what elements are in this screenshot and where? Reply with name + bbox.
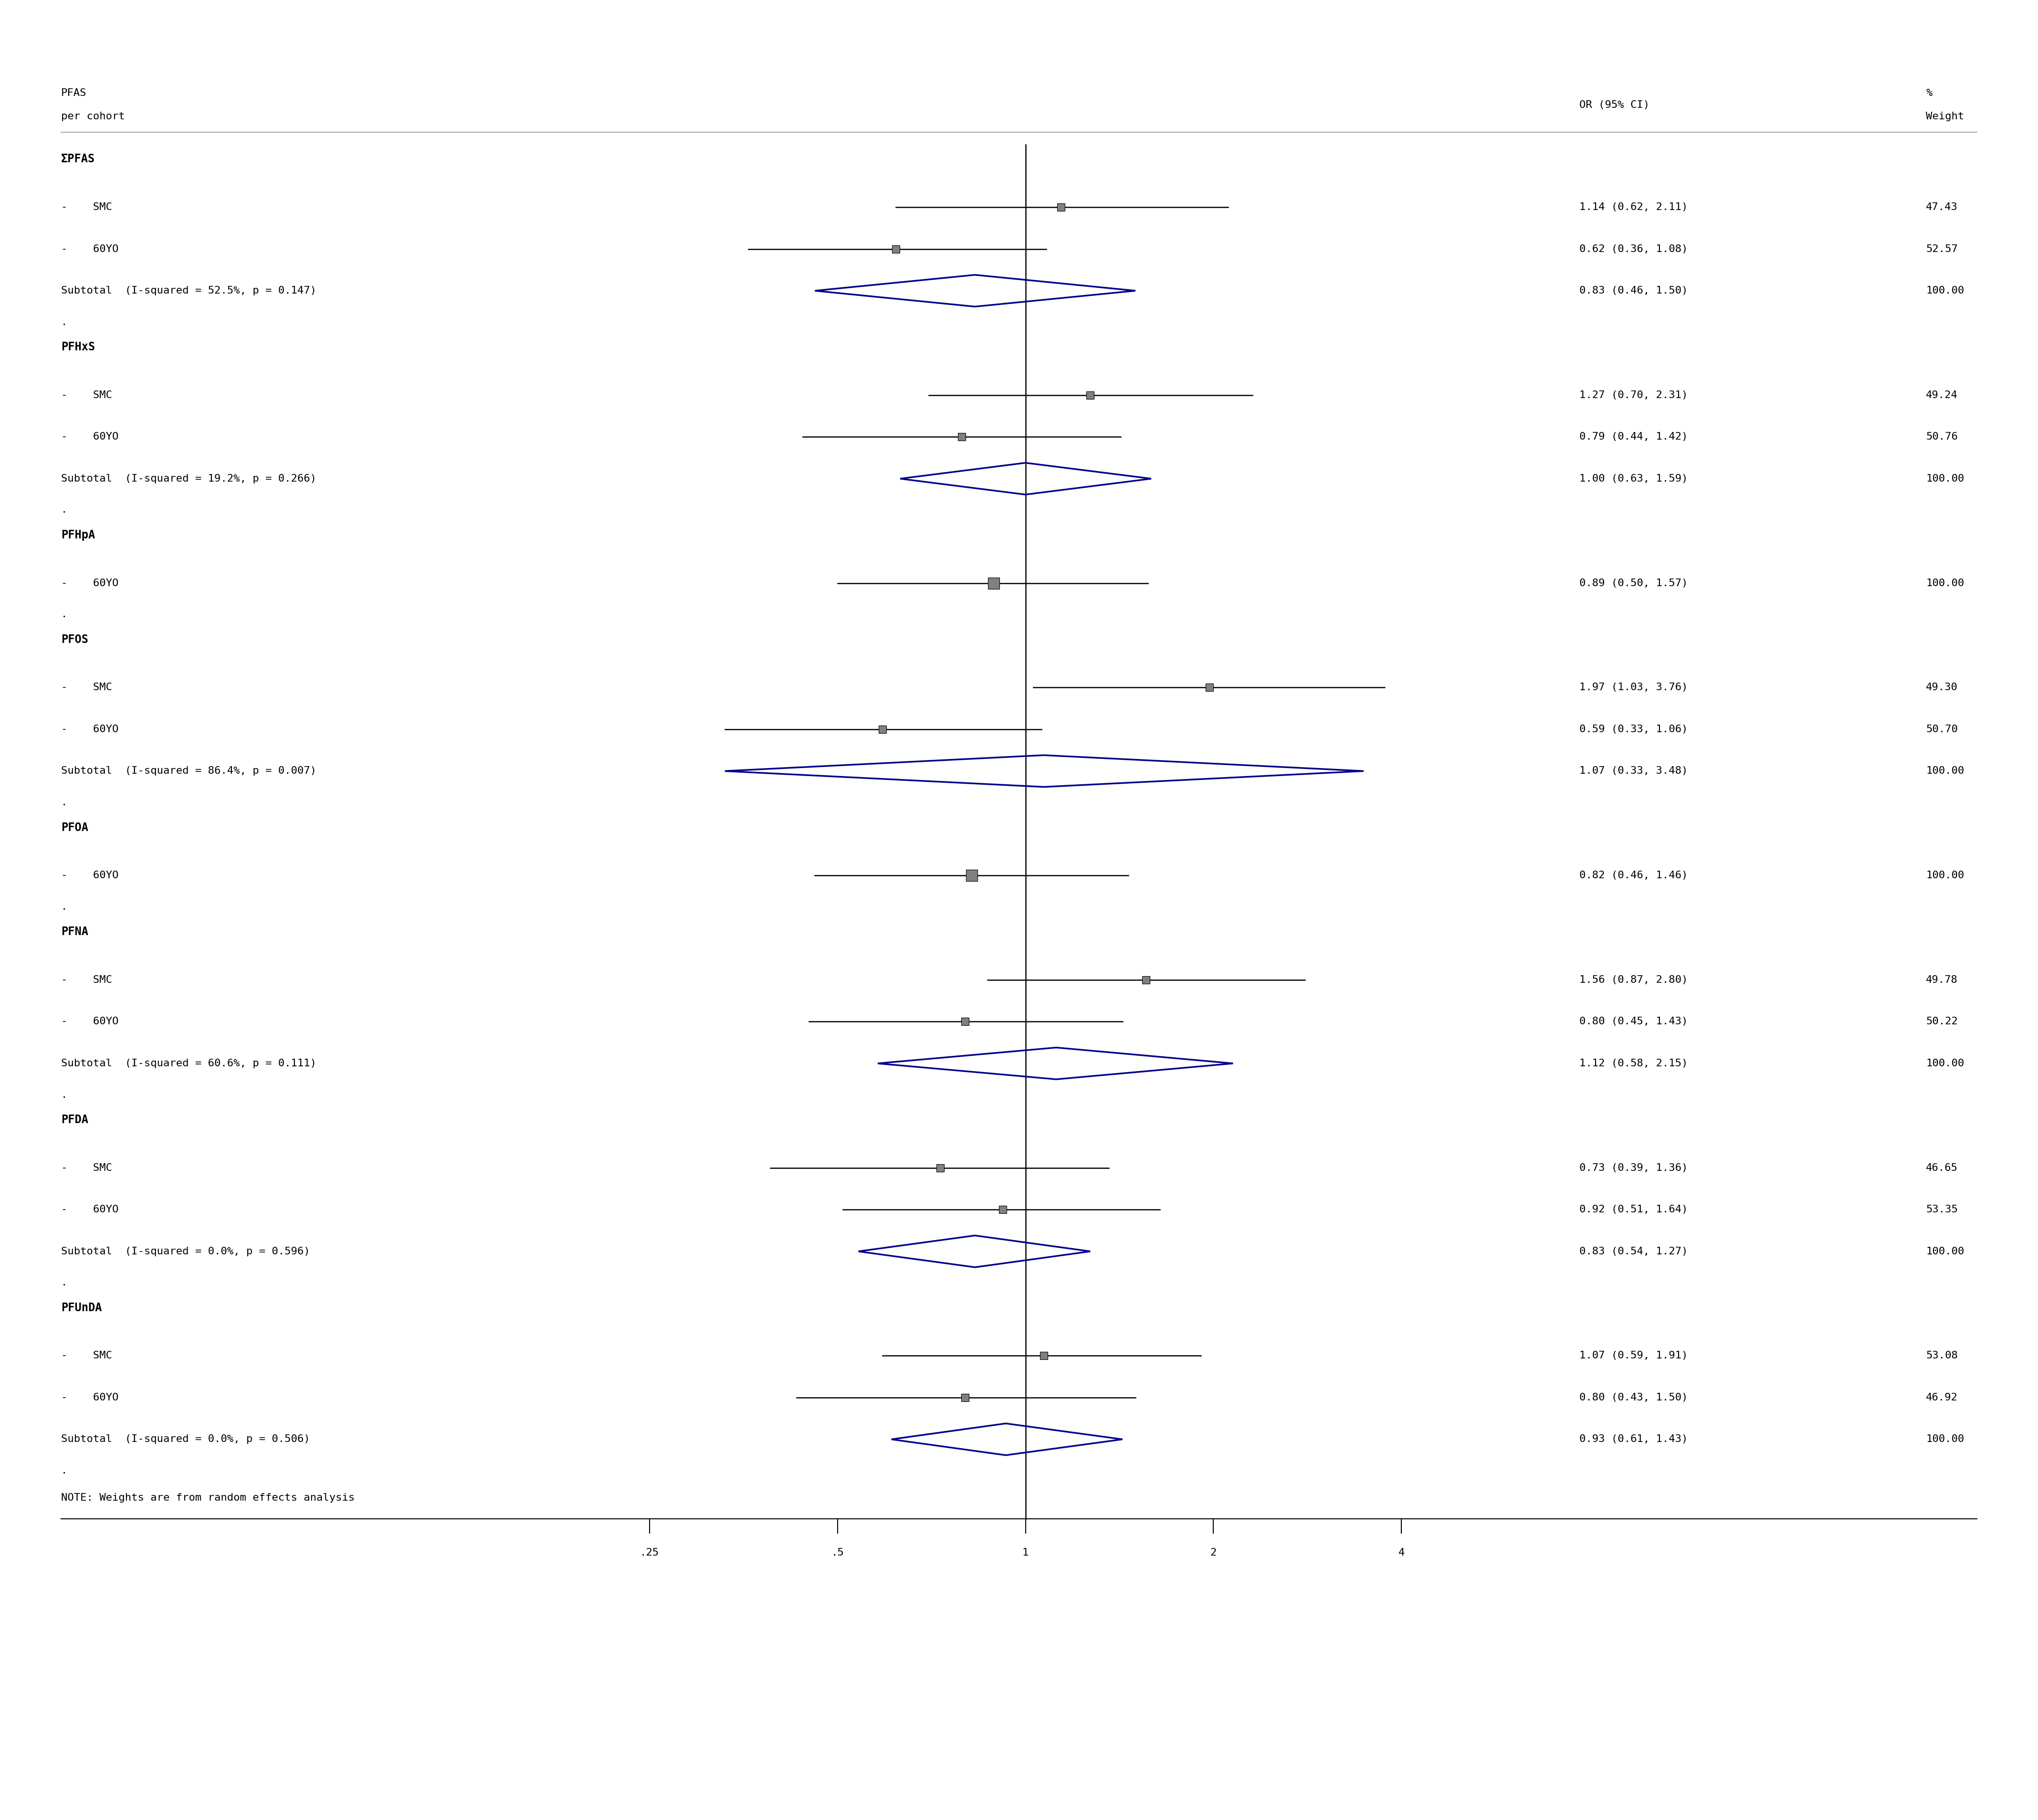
Text: 0.80 (0.45, 1.43): 0.80 (0.45, 1.43) xyxy=(1579,1017,1687,1026)
Text: 0.73 (0.39, 1.36): 0.73 (0.39, 1.36) xyxy=(1579,1163,1687,1172)
Text: 4: 4 xyxy=(1398,1547,1404,1558)
Text: .: . xyxy=(61,1278,67,1287)
Text: -    SMC: - SMC xyxy=(61,1163,112,1172)
Text: OR (95% CI): OR (95% CI) xyxy=(1579,100,1649,109)
Text: .: . xyxy=(61,1090,67,1099)
Text: -    60YO: - 60YO xyxy=(61,1017,118,1026)
Text: -    60YO: - 60YO xyxy=(61,1205,118,1214)
Text: PFUnDA: PFUnDA xyxy=(61,1301,102,1314)
Text: -    60YO: - 60YO xyxy=(61,870,118,881)
Text: 46.65: 46.65 xyxy=(1926,1163,1959,1172)
Text: PFDA: PFDA xyxy=(61,1114,88,1125)
Text: -    SMC: - SMC xyxy=(61,202,112,211)
Text: 1: 1 xyxy=(1023,1547,1029,1558)
Text: -    SMC: - SMC xyxy=(61,389,112,400)
Text: 0.62 (0.36, 1.08): 0.62 (0.36, 1.08) xyxy=(1579,244,1687,253)
Text: 100.00: 100.00 xyxy=(1926,766,1965,775)
Text: 0.92 (0.51, 1.64): 0.92 (0.51, 1.64) xyxy=(1579,1205,1687,1214)
Text: 1.07 (0.33, 3.48): 1.07 (0.33, 3.48) xyxy=(1579,766,1687,775)
Text: 52.57: 52.57 xyxy=(1926,244,1959,253)
Text: PFOA: PFOA xyxy=(61,821,88,834)
Text: .: . xyxy=(61,317,67,328)
Text: .: . xyxy=(61,1465,67,1476)
Text: 0.80 (0.43, 1.50): 0.80 (0.43, 1.50) xyxy=(1579,1392,1687,1403)
Text: 1.97 (1.03, 3.76): 1.97 (1.03, 3.76) xyxy=(1579,682,1687,692)
Text: 1.27 (0.70, 2.31): 1.27 (0.70, 2.31) xyxy=(1579,389,1687,400)
Text: .: . xyxy=(61,506,67,515)
Text: .25: .25 xyxy=(640,1547,658,1558)
Text: 50.76: 50.76 xyxy=(1926,431,1959,442)
Text: -    60YO: - 60YO xyxy=(61,579,118,588)
Text: 53.35: 53.35 xyxy=(1926,1205,1959,1214)
Text: 1.14 (0.62, 2.11): 1.14 (0.62, 2.11) xyxy=(1579,202,1687,211)
Text: 1.00 (0.63, 1.59): 1.00 (0.63, 1.59) xyxy=(1579,473,1687,484)
Text: Subtotal  (I-squared = 0.0%, p = 0.596): Subtotal (I-squared = 0.0%, p = 0.596) xyxy=(61,1247,310,1256)
Text: -    60YO: - 60YO xyxy=(61,244,118,253)
Text: 2: 2 xyxy=(1211,1547,1217,1558)
Text: -    SMC: - SMC xyxy=(61,976,112,985)
Text: -    SMC: - SMC xyxy=(61,1350,112,1361)
Text: 100.00: 100.00 xyxy=(1926,286,1965,295)
Text: per cohort: per cohort xyxy=(61,111,124,122)
Text: 49.30: 49.30 xyxy=(1926,682,1959,692)
Text: 0.82 (0.46, 1.46): 0.82 (0.46, 1.46) xyxy=(1579,870,1687,881)
Text: NOTE: Weights are from random effects analysis: NOTE: Weights are from random effects an… xyxy=(61,1492,355,1503)
Text: .: . xyxy=(61,797,67,806)
Text: PFOS: PFOS xyxy=(61,633,88,646)
Text: 100.00: 100.00 xyxy=(1926,870,1965,881)
Text: Weight: Weight xyxy=(1926,111,1965,122)
Text: -    60YO: - 60YO xyxy=(61,1392,118,1403)
Text: Subtotal  (I-squared = 86.4%, p = 0.007): Subtotal (I-squared = 86.4%, p = 0.007) xyxy=(61,766,316,775)
Text: 0.93 (0.61, 1.43): 0.93 (0.61, 1.43) xyxy=(1579,1434,1687,1443)
Text: -    60YO: - 60YO xyxy=(61,431,118,442)
Text: Subtotal  (I-squared = 19.2%, p = 0.266): Subtotal (I-squared = 19.2%, p = 0.266) xyxy=(61,473,316,484)
Text: 53.08: 53.08 xyxy=(1926,1350,1959,1361)
Text: 100.00: 100.00 xyxy=(1926,1247,1965,1256)
Text: 0.83 (0.46, 1.50): 0.83 (0.46, 1.50) xyxy=(1579,286,1687,295)
Text: Subtotal  (I-squared = 60.6%, p = 0.111): Subtotal (I-squared = 60.6%, p = 0.111) xyxy=(61,1059,316,1068)
Text: 100.00: 100.00 xyxy=(1926,1434,1965,1443)
Text: 100.00: 100.00 xyxy=(1926,579,1965,588)
Text: 1.07 (0.59, 1.91): 1.07 (0.59, 1.91) xyxy=(1579,1350,1687,1361)
Text: 0.59 (0.33, 1.06): 0.59 (0.33, 1.06) xyxy=(1579,724,1687,733)
Text: PFNA: PFNA xyxy=(61,926,88,937)
Text: 49.24: 49.24 xyxy=(1926,389,1959,400)
Text: .5: .5 xyxy=(832,1547,844,1558)
Text: -    SMC: - SMC xyxy=(61,682,112,692)
Text: .: . xyxy=(61,610,67,619)
Text: .: . xyxy=(61,903,67,912)
Text: PFHpA: PFHpA xyxy=(61,530,96,541)
Text: 50.22: 50.22 xyxy=(1926,1017,1959,1026)
Text: 1.56 (0.87, 2.80): 1.56 (0.87, 2.80) xyxy=(1579,976,1687,985)
Text: 0.79 (0.44, 1.42): 0.79 (0.44, 1.42) xyxy=(1579,431,1687,442)
Text: 0.89 (0.50, 1.57): 0.89 (0.50, 1.57) xyxy=(1579,579,1687,588)
Text: 100.00: 100.00 xyxy=(1926,473,1965,484)
Text: PFHxS: PFHxS xyxy=(61,342,96,353)
Text: 46.92: 46.92 xyxy=(1926,1392,1959,1403)
Text: ΣPFAS: ΣPFAS xyxy=(61,153,96,166)
Text: Subtotal  (I-squared = 0.0%, p = 0.506): Subtotal (I-squared = 0.0%, p = 0.506) xyxy=(61,1434,310,1443)
Text: %: % xyxy=(1926,89,1932,98)
Text: 47.43: 47.43 xyxy=(1926,202,1959,211)
Text: 49.78: 49.78 xyxy=(1926,976,1959,985)
Text: Subtotal  (I-squared = 52.5%, p = 0.147): Subtotal (I-squared = 52.5%, p = 0.147) xyxy=(61,286,316,295)
Text: PFAS: PFAS xyxy=(61,89,88,98)
Text: 1.12 (0.58, 2.15): 1.12 (0.58, 2.15) xyxy=(1579,1059,1687,1068)
Text: 50.70: 50.70 xyxy=(1926,724,1959,733)
Text: 0.83 (0.54, 1.27): 0.83 (0.54, 1.27) xyxy=(1579,1247,1687,1256)
Text: -    60YO: - 60YO xyxy=(61,724,118,733)
Text: 100.00: 100.00 xyxy=(1926,1059,1965,1068)
